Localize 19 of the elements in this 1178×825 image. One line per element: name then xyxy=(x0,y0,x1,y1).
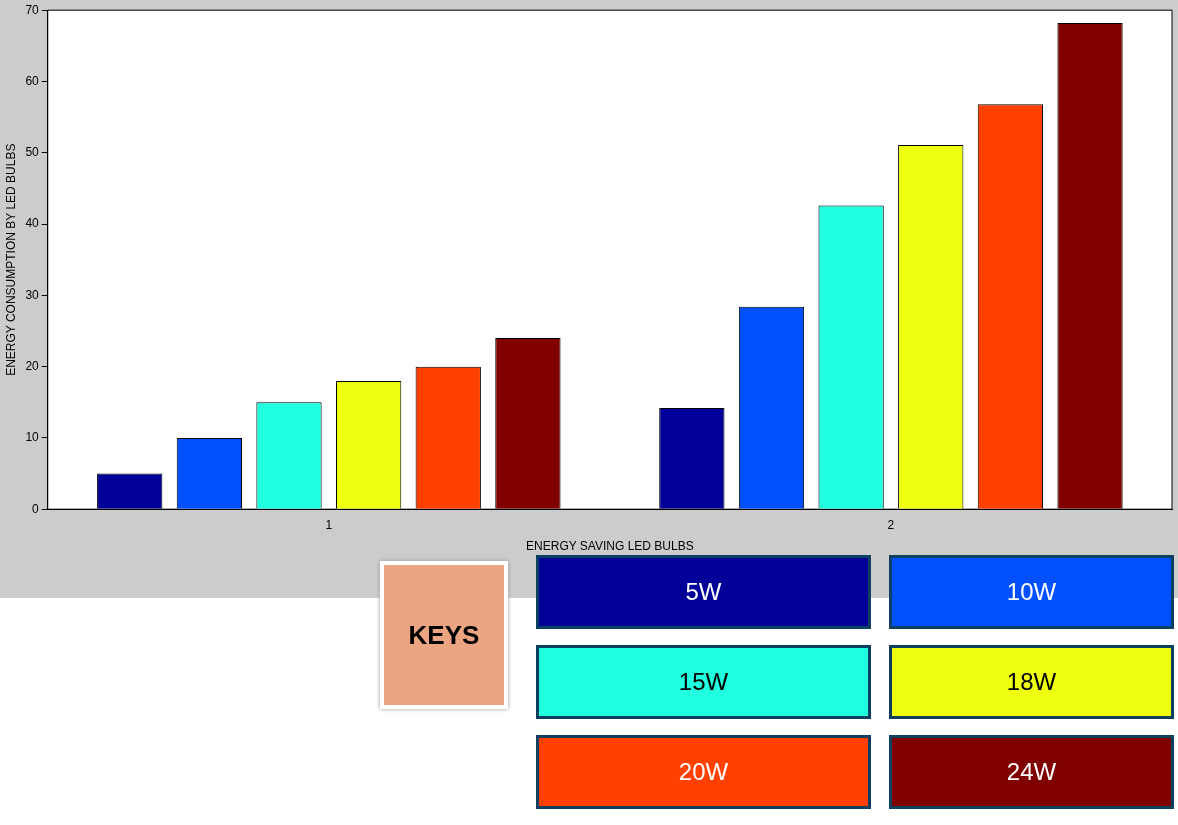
x-tick-label: 2 xyxy=(887,517,895,532)
y-tick-label: 10 xyxy=(25,430,40,445)
y-tick-label: 30 xyxy=(25,287,40,302)
text: 10W xyxy=(889,555,1174,629)
text: 15W xyxy=(536,645,871,719)
x-axis-title: ENERGY SAVING LED BULBS xyxy=(526,539,694,554)
text: 20W xyxy=(536,735,871,809)
text: 18W xyxy=(889,645,1174,719)
y-tick-label: 50 xyxy=(25,145,40,160)
text: 5W xyxy=(536,555,871,629)
legend-title: KEYS xyxy=(380,561,508,709)
y-tick-label: 0 xyxy=(32,501,40,516)
y-tick-label: 60 xyxy=(25,73,40,88)
text: 24W xyxy=(889,735,1174,809)
x-tick-label: 1 xyxy=(325,517,333,532)
y-tick-label: 70 xyxy=(25,2,40,17)
y-axis-title: ENERGY CONSUMPTION BY LED BULBS xyxy=(3,143,18,376)
y-tick-label: 20 xyxy=(25,358,40,373)
y-tick-label: 40 xyxy=(25,216,40,231)
